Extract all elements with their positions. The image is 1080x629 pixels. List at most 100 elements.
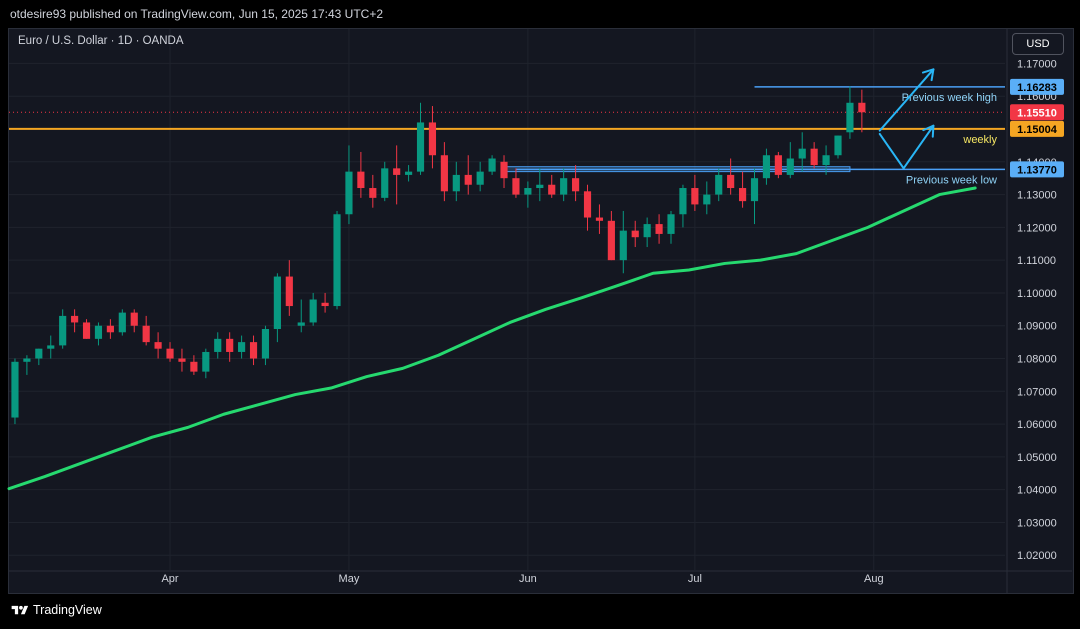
candle-body bbox=[142, 325, 150, 343]
candle-body bbox=[476, 171, 484, 185]
candle-body bbox=[679, 188, 687, 215]
candle bbox=[524, 181, 532, 208]
time-tick-label: Apr bbox=[161, 573, 178, 585]
candle bbox=[47, 335, 55, 359]
candle-body bbox=[416, 122, 425, 172]
candle-body bbox=[23, 358, 31, 362]
price-tick-label: 1.04000 bbox=[1017, 485, 1057, 497]
candle-body bbox=[655, 224, 663, 234]
candle-body bbox=[774, 155, 782, 175]
candle bbox=[834, 135, 842, 159]
candle bbox=[35, 348, 43, 366]
candle-body bbox=[94, 325, 103, 339]
candle-body bbox=[118, 312, 126, 333]
candle-body bbox=[536, 184, 544, 189]
candle bbox=[214, 332, 222, 359]
candle-body bbox=[214, 338, 222, 352]
candle-body bbox=[524, 188, 532, 195]
candle bbox=[548, 174, 556, 198]
weekly-tag-bg bbox=[1010, 120, 1064, 137]
candle-body bbox=[619, 230, 627, 261]
candle-body bbox=[607, 220, 615, 261]
candle-body bbox=[703, 194, 711, 205]
candle-body bbox=[273, 276, 281, 330]
previous-week-low-tag-bg bbox=[1010, 161, 1064, 178]
candle-body bbox=[643, 224, 651, 238]
candle-body bbox=[357, 171, 365, 189]
symbol-title[interactable]: Euro / U.S. Dollar · 1D · OANDA bbox=[18, 35, 184, 47]
moving-average-layer bbox=[7, 186, 977, 491]
candle bbox=[142, 315, 150, 346]
candle-body bbox=[548, 184, 556, 195]
candle-body bbox=[667, 214, 675, 234]
candle bbox=[798, 132, 806, 172]
candle bbox=[82, 319, 91, 339]
time-axis[interactable]: Apr May Jun Jul Aug bbox=[161, 573, 883, 585]
price-tick-label: 1.03000 bbox=[1017, 517, 1057, 529]
price-tick-label: 1.05000 bbox=[1017, 452, 1057, 464]
candle bbox=[261, 325, 270, 366]
candle bbox=[369, 174, 377, 208]
candle-body bbox=[261, 329, 270, 359]
candle bbox=[655, 214, 663, 244]
price-tick-label: 1.13000 bbox=[1017, 190, 1057, 202]
candle-body bbox=[858, 102, 866, 113]
candle-body bbox=[452, 174, 460, 192]
price-tick-label: 1.10000 bbox=[1017, 288, 1057, 300]
candle-body bbox=[249, 342, 258, 359]
candle-body bbox=[595, 217, 604, 221]
grid bbox=[9, 29, 1072, 593]
candle bbox=[619, 210, 627, 274]
projection-arrow-path bbox=[878, 124, 935, 170]
previous-week-low-tag: 1.13770 bbox=[1017, 164, 1057, 176]
currency-button[interactable]: USD bbox=[1012, 33, 1064, 55]
candle bbox=[309, 292, 317, 326]
candle-body bbox=[786, 158, 794, 175]
publish-info: otdesire93 published on TradingView.com,… bbox=[10, 7, 384, 21]
publish-header: otdesire93 published on TradingView.com,… bbox=[0, 0, 1080, 28]
candle-body bbox=[154, 342, 162, 349]
candle bbox=[607, 210, 615, 261]
previous-week-high-label: Previous week high bbox=[902, 92, 997, 104]
candle bbox=[154, 332, 162, 359]
candle-body bbox=[715, 174, 723, 195]
candle bbox=[118, 309, 126, 336]
candle bbox=[202, 348, 210, 379]
candle bbox=[786, 142, 794, 179]
candle bbox=[428, 106, 437, 169]
candle bbox=[405, 165, 413, 182]
candle bbox=[476, 161, 484, 192]
candle-body bbox=[345, 171, 353, 215]
candle-body bbox=[166, 348, 174, 359]
candle bbox=[691, 174, 699, 211]
moving-average-line bbox=[7, 186, 977, 491]
candle bbox=[810, 142, 818, 169]
candle bbox=[488, 155, 496, 175]
candle bbox=[71, 309, 79, 333]
candle-body bbox=[488, 158, 496, 172]
price-tags-layer: 1.16283 1.15004 1.13770 1.15510 bbox=[1010, 78, 1064, 178]
candle-body bbox=[285, 276, 293, 307]
price-tick-label: 1.02000 bbox=[1017, 550, 1057, 562]
candle-body bbox=[333, 214, 341, 307]
projection-arrowhead bbox=[921, 68, 935, 82]
candle-body bbox=[106, 325, 114, 333]
candle bbox=[452, 161, 460, 202]
candle bbox=[416, 102, 425, 175]
candle bbox=[679, 184, 687, 228]
candle-body bbox=[82, 322, 91, 339]
time-tick-label: May bbox=[339, 573, 360, 585]
candle bbox=[739, 171, 747, 208]
projection-arrowhead bbox=[922, 124, 935, 138]
tradingview-logo-icon bbox=[11, 605, 29, 615]
previous-week-low-label: Previous week low bbox=[906, 174, 997, 186]
candle-body bbox=[691, 188, 699, 205]
candle bbox=[190, 355, 198, 375]
candle bbox=[23, 355, 31, 375]
candle-body bbox=[512, 178, 520, 195]
candle bbox=[94, 322, 103, 346]
candle-body bbox=[846, 102, 854, 133]
candle-body bbox=[739, 188, 747, 202]
time-tick-label: Jun bbox=[519, 573, 537, 585]
